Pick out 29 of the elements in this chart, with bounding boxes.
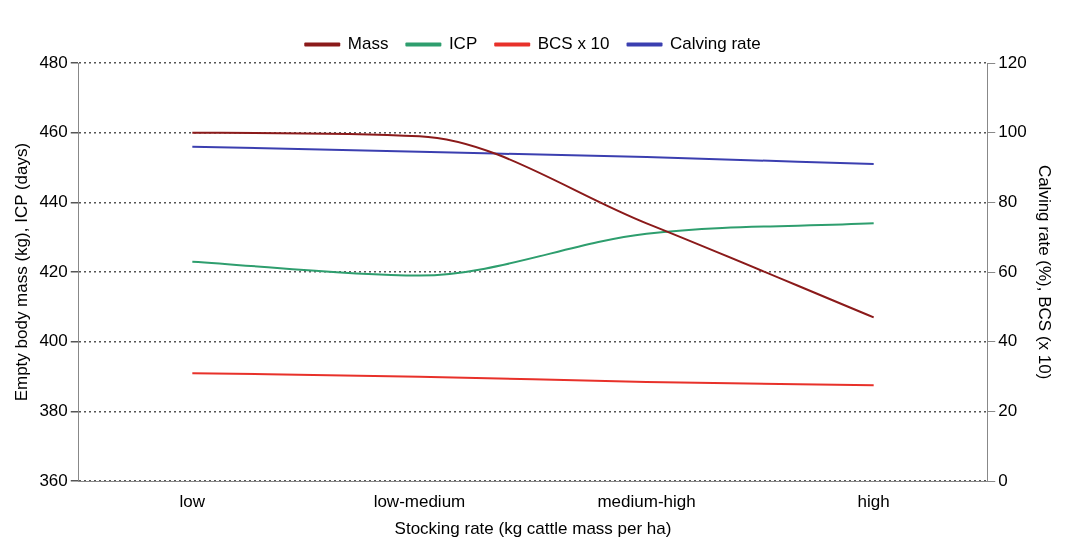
y2-axis-title: Calving rate (%), BCS (x 10)	[1035, 164, 1055, 380]
x-tick-label: medium-high	[597, 492, 696, 512]
y-tick-label: 480	[39, 52, 68, 72]
y-tick-label: 440	[39, 192, 68, 212]
x-tick-label: low-medium	[373, 492, 466, 512]
line-series	[191, 372, 875, 387]
y-tick-label: 460	[39, 122, 68, 142]
y2-tick-label: 0	[998, 470, 1008, 490]
y2-tick-label: 100	[998, 122, 1027, 142]
line-series	[191, 131, 875, 319]
y-tick-label: 380	[39, 401, 68, 421]
y2-tick-label: 60	[998, 261, 1018, 281]
y2-tick-label: 120	[998, 52, 1027, 72]
legend-label: BCS x 10	[537, 34, 610, 54]
x-tick-label: low	[179, 492, 206, 512]
legend-label: ICP	[448, 34, 478, 54]
y2-tick-label: 40	[998, 331, 1018, 351]
y-tick-label: 360	[39, 470, 68, 490]
line-series	[191, 222, 875, 277]
x-axis-title: Stocking rate (kg cattle mass per ha)	[394, 519, 672, 539]
y-axis-title: Empty body mass (kg), ICP (days)	[11, 142, 31, 402]
y-tick-label: 420	[39, 261, 68, 281]
y2-tick-label: 20	[998, 401, 1018, 421]
legend-label: Calving rate	[670, 34, 761, 54]
legend-label: Mass	[347, 34, 389, 54]
line-series	[191, 145, 875, 166]
y2-tick-label: 80	[998, 192, 1018, 212]
y-tick-label: 400	[39, 331, 68, 351]
x-tick-label: high	[857, 492, 890, 512]
